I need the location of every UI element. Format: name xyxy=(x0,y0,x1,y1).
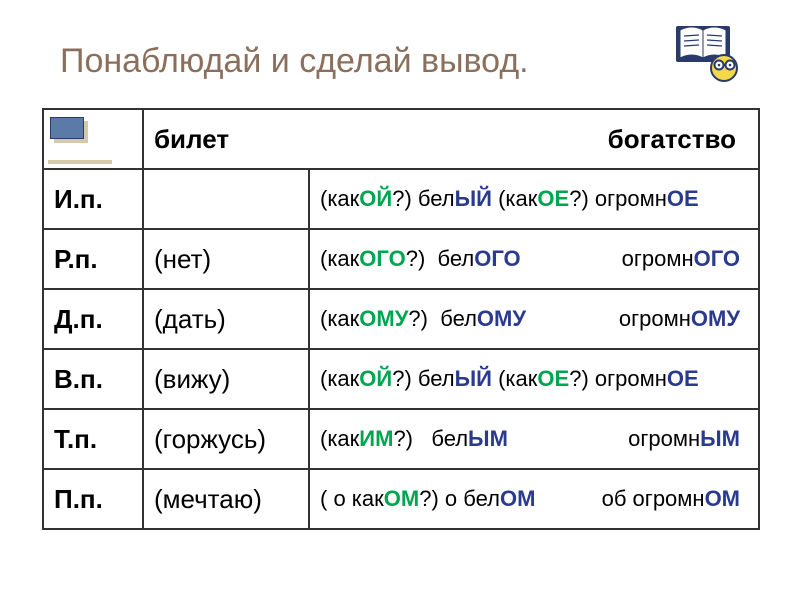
declension-table: билет богатство И.п. (какОЙ?) белЫЙ (как… xyxy=(42,108,760,530)
case-label: Р.п. xyxy=(43,229,143,289)
table-row: В.п. (вижу) (какОЙ?) белЫЙ (какОЕ?) огро… xyxy=(43,349,759,409)
case-label: Д.п. xyxy=(43,289,143,349)
forms-cell: (какОЙ?) белЫЙ (какОЕ?) огромнОЕ xyxy=(309,169,759,229)
aux-word: (горжусь) xyxy=(143,409,309,469)
forms-cell: (какОГО?) белОГО огромнОГО xyxy=(309,229,759,289)
header-nouns-cell: билет богатство xyxy=(143,109,759,169)
corner-decoration-icon xyxy=(50,117,84,139)
slide-title: Понаблюдай и сделай вывод. xyxy=(60,42,529,81)
forms-cell: (какОЙ?) белЫЙ (какОЕ?) огромнОЕ xyxy=(309,349,759,409)
case-label: П.п. xyxy=(43,469,143,529)
table-row: П.п. (мечтаю) ( о какОМ?) о белОМ об огр… xyxy=(43,469,759,529)
forms-cell: (какОМУ?) белОМУ огромнОМУ xyxy=(309,289,759,349)
header-left: билет xyxy=(154,124,229,155)
aux-word xyxy=(143,169,309,229)
table-row: Р.п. (нет) (какОГО?) белОГО огромнОГО xyxy=(43,229,759,289)
case-label: В.п. xyxy=(43,349,143,409)
header-right: богатство xyxy=(608,124,736,155)
book-reader-icon xyxy=(670,18,742,90)
table-row: Д.п. (дать) (какОМУ?) белОМУ огромнОМУ xyxy=(43,289,759,349)
table-row: Т.п. (горжусь) (какИМ?) белЫМ огромнЫМ xyxy=(43,409,759,469)
forms-cell: ( о какОМ?) о белОМ об огромнОМ xyxy=(309,469,759,529)
aux-word: (мечтаю) xyxy=(143,469,309,529)
aux-word: (нет) xyxy=(143,229,309,289)
case-label: Т.п. xyxy=(43,409,143,469)
case-label: И.п. xyxy=(43,169,143,229)
forms-cell: (какИМ?) белЫМ огромнЫМ xyxy=(309,409,759,469)
corner-underline xyxy=(48,160,112,164)
aux-word: (вижу) xyxy=(143,349,309,409)
aux-word: (дать) xyxy=(143,289,309,349)
table-row: И.п. (какОЙ?) белЫЙ (какОЕ?) огромнОЕ xyxy=(43,169,759,229)
table-header-row: билет богатство xyxy=(43,109,759,169)
